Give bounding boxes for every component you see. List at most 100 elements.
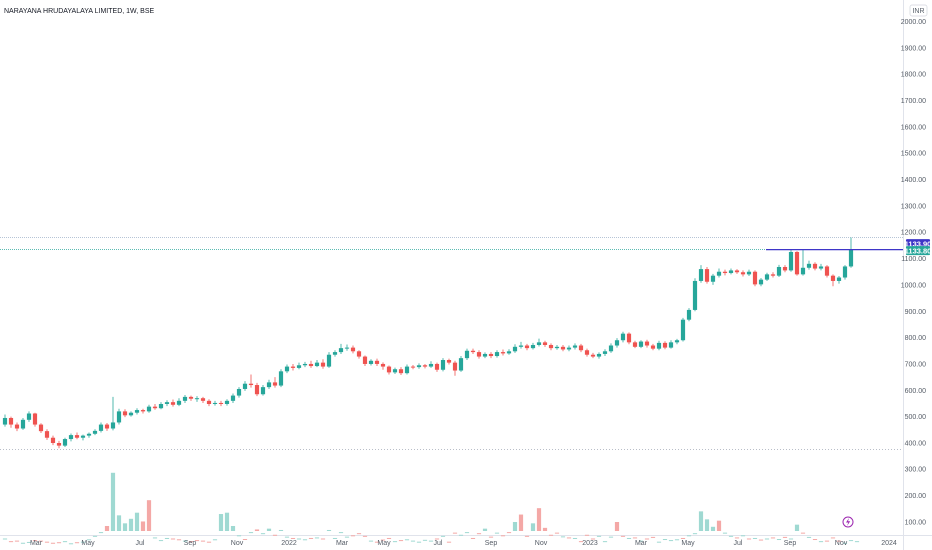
candle xyxy=(38,423,44,433)
volume-bar xyxy=(794,524,800,531)
candle xyxy=(494,350,500,358)
candle xyxy=(794,251,800,276)
candle xyxy=(86,432,92,438)
candle xyxy=(668,340,674,349)
candle xyxy=(230,393,236,403)
volume-bar xyxy=(512,522,518,531)
currency-badge[interactable]: INR xyxy=(909,4,928,17)
candle xyxy=(326,352,332,368)
candle xyxy=(320,359,326,369)
candle-body xyxy=(200,398,206,401)
candle-body xyxy=(680,319,686,341)
volume-bar xyxy=(236,535,242,537)
time-tick-label: May xyxy=(377,540,391,547)
candle xyxy=(590,352,596,359)
volume-bar xyxy=(152,537,158,539)
candle xyxy=(710,273,716,285)
candle-body xyxy=(176,400,182,405)
event-marker[interactable] xyxy=(842,516,854,528)
volume-bar xyxy=(668,540,674,542)
candle xyxy=(614,338,620,348)
volume-bar xyxy=(638,540,644,542)
time-tick-label: May xyxy=(81,540,95,547)
volume-bar xyxy=(428,540,434,542)
price-tick-label: 400.00 xyxy=(905,441,927,448)
candle-body xyxy=(62,439,68,446)
candle xyxy=(254,382,260,397)
time-tick-label: Jul xyxy=(434,540,443,547)
volume-bar xyxy=(746,538,752,540)
volume-bar xyxy=(644,538,650,540)
candle xyxy=(542,340,548,347)
candle-body xyxy=(260,387,266,395)
volume-bar xyxy=(404,539,410,541)
volume-bar xyxy=(224,512,230,531)
candle xyxy=(32,412,38,427)
price-tick-label: 700.00 xyxy=(905,361,927,368)
candle-body xyxy=(116,411,122,423)
price-tick-label: 1300.00 xyxy=(901,203,926,210)
candle xyxy=(602,349,608,357)
candle xyxy=(350,345,356,354)
volume-bar xyxy=(710,526,716,531)
candle-body xyxy=(476,352,482,357)
candle-body xyxy=(602,351,608,354)
candle-body xyxy=(86,433,92,436)
price-tick-label: 800.00 xyxy=(905,335,927,342)
candle xyxy=(284,364,290,374)
candle-body xyxy=(770,274,776,276)
volume-bar xyxy=(32,540,38,542)
volume-bar xyxy=(410,540,416,542)
volume-bar xyxy=(278,529,284,531)
volume-bar xyxy=(734,537,740,539)
candle-body xyxy=(188,396,194,399)
volume-bar xyxy=(752,537,758,539)
candle-body xyxy=(242,383,248,389)
candle xyxy=(290,363,296,371)
price-tick-label: 500.00 xyxy=(905,414,927,421)
volume-bar xyxy=(188,541,194,543)
time-tick-label: Jul xyxy=(136,540,145,547)
candle-body xyxy=(350,347,356,352)
candle-body xyxy=(68,435,74,440)
volume-bar xyxy=(110,472,116,531)
price-tick-label: 1200.00 xyxy=(901,230,926,237)
candle xyxy=(548,343,554,351)
currency-badge-box xyxy=(909,4,928,17)
time-tick-label: Sep xyxy=(784,540,797,547)
candle xyxy=(374,358,380,367)
candle-body xyxy=(698,269,704,281)
price-tick-label: 1600.00 xyxy=(901,124,926,131)
volume-bar xyxy=(488,536,494,538)
candle xyxy=(644,339,650,348)
volume-bar xyxy=(704,519,710,531)
candle xyxy=(722,269,728,276)
candle xyxy=(260,385,266,396)
high-price-badge-box xyxy=(906,239,930,249)
candle xyxy=(638,340,644,349)
candle xyxy=(686,308,692,322)
volume-bar xyxy=(548,534,554,536)
volume-bar xyxy=(722,532,728,534)
candle xyxy=(152,404,158,410)
candle-body xyxy=(8,417,14,425)
candle-body xyxy=(506,351,512,354)
volume-bar xyxy=(620,535,626,537)
candle xyxy=(26,411,32,422)
candle xyxy=(536,338,542,347)
candle xyxy=(782,265,788,273)
volume-bar xyxy=(2,538,8,540)
candle-body xyxy=(194,398,200,400)
last-price-badge: 1133.80 xyxy=(905,246,931,256)
volume-tick-label: 100.00 xyxy=(905,520,927,527)
volume-bar xyxy=(182,540,188,542)
chart-title: NARAYANA HRUDAYALAYA LIMITED, 1W, BSE xyxy=(4,8,154,15)
candle-body xyxy=(542,342,548,345)
candle-body xyxy=(20,419,26,429)
candle xyxy=(482,352,488,359)
volume-bar xyxy=(62,541,68,543)
candle xyxy=(176,398,182,407)
candle-body xyxy=(446,360,452,363)
